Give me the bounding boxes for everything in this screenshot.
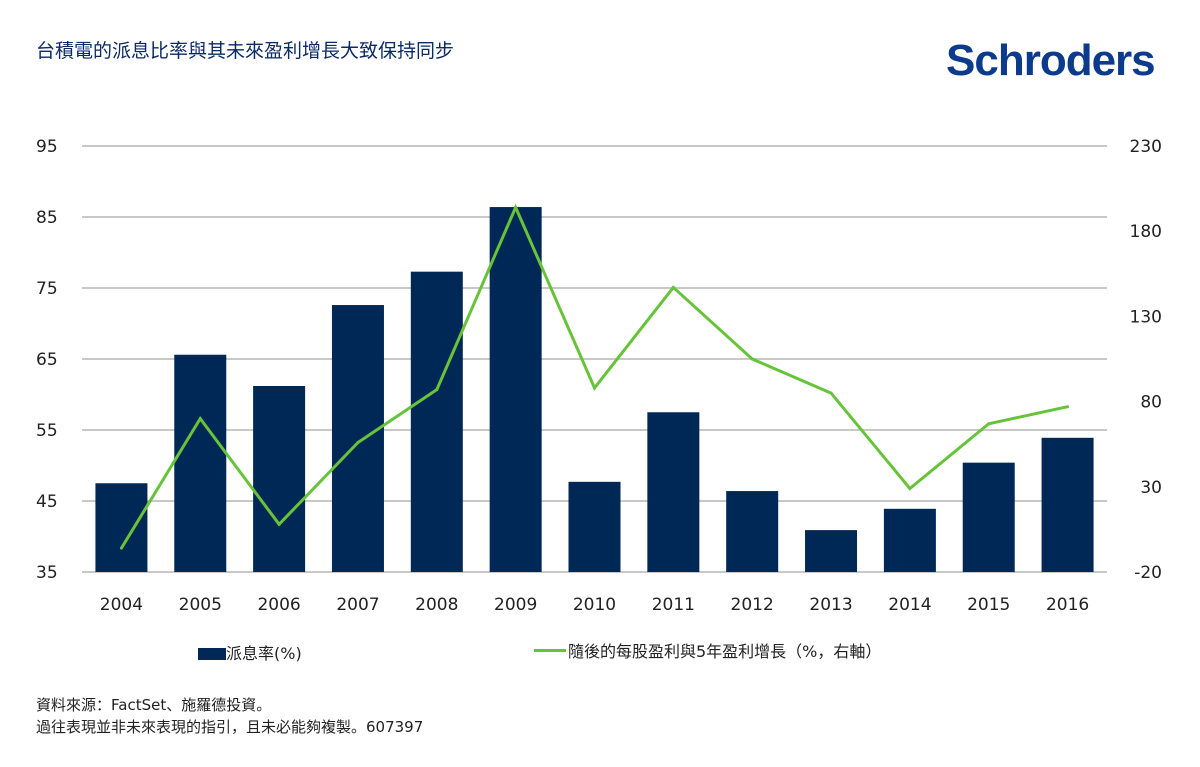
legend-line-swatch — [534, 648, 566, 652]
x-axis-tick-label: 2011 — [652, 595, 695, 615]
bar-2015 — [962, 462, 1015, 572]
line-point-2007 — [356, 440, 360, 444]
right-axis-tick-label: 30 — [1140, 478, 1162, 498]
x-axis-tick-label: 2006 — [257, 595, 300, 615]
source-line-1: 資料來源：FactSet、施羅德投資。 — [36, 696, 272, 714]
combo-chart: 35 45 55 65 75 85 95 -20 30 80 130 180 230 2004 2005 20… — [36, 137, 1162, 615]
line-point-2006 — [277, 522, 281, 526]
line-point-2012 — [750, 357, 754, 361]
x-axis-tick-label: 2009 — [494, 595, 537, 615]
bar-2009 — [489, 207, 542, 572]
left-axis-tick-label: 75 — [36, 279, 58, 299]
left-axis-tick-label: 55 — [36, 421, 58, 441]
legend-line-series: 隨後的每股盈利與5年盈利增長（%，右軸） — [534, 638, 881, 662]
bar-2007 — [331, 305, 384, 572]
left-axis-tick-label: 65 — [36, 350, 58, 370]
x-axis-tick-label: 2015 — [967, 595, 1010, 615]
bar-2010 — [568, 481, 621, 572]
x-axis-tick-label: 2004 — [100, 595, 143, 615]
schroders-logo: Schroders — [946, 36, 1156, 85]
bar-2013 — [805, 530, 858, 572]
bar-2008 — [410, 271, 463, 572]
x-axis-tick-label: 2012 — [731, 595, 774, 615]
left-axis-tick-label: 85 — [36, 208, 58, 228]
source-note: 資料來源：FactSet、施羅德投資。 過往表現並非未來表現的指引，且未必能夠複… — [36, 694, 423, 738]
line-point-2011 — [671, 285, 675, 289]
line-point-2010 — [593, 386, 596, 390]
line-point-2004 — [119, 546, 123, 550]
line-point-2009 — [514, 205, 518, 209]
line-point-2014 — [908, 487, 912, 491]
legend-bar-series: 派息率(%) — [198, 640, 302, 664]
right-axis-tick-label: -20 — [1134, 563, 1162, 583]
legend-bar-label: 派息率(%) — [226, 644, 302, 663]
bar-2011 — [647, 412, 700, 572]
legend-bar-swatch — [198, 648, 226, 660]
bar-2006 — [253, 385, 306, 572]
bar-2005 — [174, 354, 227, 572]
left-axis-tick-label: 45 — [36, 492, 58, 512]
bar-2014 — [883, 508, 936, 572]
right-axis-tick-label: 80 — [1140, 393, 1162, 413]
x-axis-tick-label: 2013 — [809, 595, 852, 615]
chart-title: 台積電的派息比率與其未來盈利增長大致保持同步 — [36, 40, 455, 62]
bar-2004 — [95, 483, 148, 572]
x-axis-tick-label: 2010 — [573, 595, 616, 615]
x-axis-tick-label: 2014 — [888, 595, 931, 615]
bar-2016 — [1041, 437, 1094, 572]
legend-line-label: 隨後的每股盈利與5年盈利增長（%，右軸） — [568, 642, 882, 661]
left-axis-tick-label: 35 — [36, 563, 58, 583]
line-point-2005 — [198, 417, 202, 421]
line-point-2016 — [1066, 405, 1070, 409]
x-axis-tick-label: 2005 — [179, 595, 222, 615]
right-axis-tick-label: 130 — [1130, 307, 1162, 327]
line-point-2013 — [829, 391, 833, 395]
right-axis-tick-label: 230 — [1130, 137, 1162, 157]
source-line-2: 過往表現並非未來表現的指引，且未必能夠複製。607397 — [36, 718, 424, 736]
x-axis-tick-label: 2007 — [336, 595, 379, 615]
bar-2012 — [726, 491, 779, 572]
x-axis-tick-label: 2008 — [415, 595, 458, 615]
left-axis-tick-label: 95 — [36, 137, 58, 157]
x-axis-tick-label: 2016 — [1046, 595, 1089, 615]
line-point-2015 — [987, 422, 991, 426]
right-axis-tick-label: 180 — [1130, 222, 1162, 242]
line-point-2008 — [435, 388, 439, 392]
